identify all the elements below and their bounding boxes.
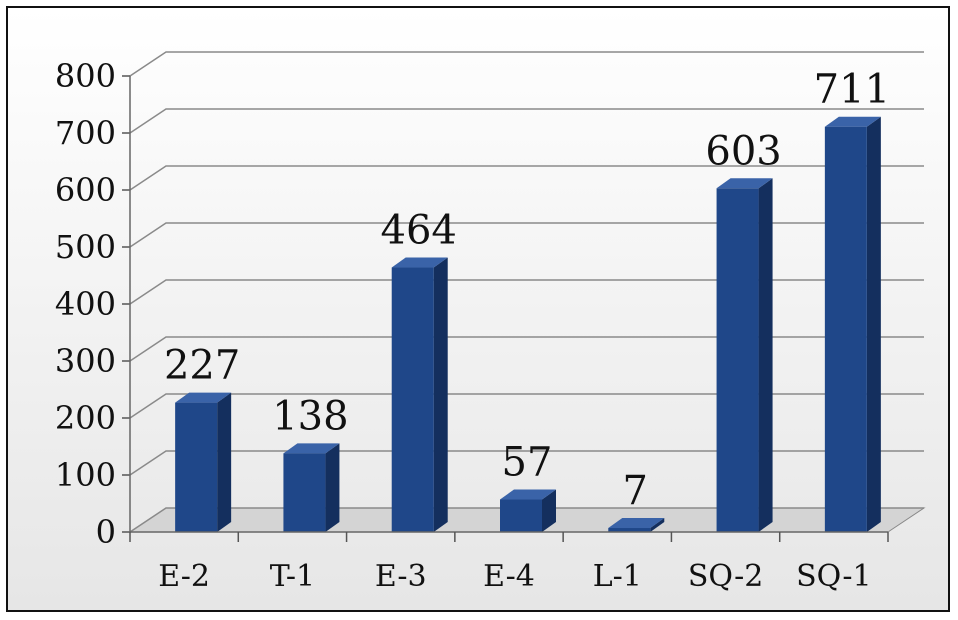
y-tick-label: 600	[55, 171, 116, 209]
bar	[824, 126, 867, 532]
y-tick-label: 0	[96, 513, 116, 551]
x-tick-label: T-1	[270, 559, 315, 594]
y-tick-label: 100	[55, 456, 116, 494]
bar	[716, 188, 759, 533]
gridline	[129, 222, 924, 248]
data-label: 7	[623, 468, 648, 514]
x-tick-label: L-1	[593, 559, 642, 594]
chart-frame: 0 100 200 300 400 500 600 700 800 E-2 T-1 E-3 E-4 L-…	[6, 6, 950, 612]
y-tick-label: 300	[55, 342, 116, 380]
y-tick-label: 500	[55, 228, 116, 266]
bar-side	[325, 443, 340, 532]
x-tick-label: SQ-1	[796, 559, 871, 594]
x-axis-labels: E-2 T-1 E-3 E-4 L-1 SQ-2 SQ-1	[129, 531, 889, 594]
data-label: 57	[502, 440, 553, 486]
y-axis-ticks: 0 100 200 300 400 500 600 700 800	[55, 57, 131, 551]
gridline	[129, 108, 924, 134]
gridline	[129, 165, 924, 191]
bar-top	[391, 257, 448, 268]
data-label: 711	[814, 67, 890, 113]
gridline	[129, 336, 924, 362]
x-tick-label: SQ-2	[688, 559, 763, 594]
y-tick-label: 400	[55, 285, 116, 323]
bar-top	[824, 116, 881, 127]
gridline	[129, 51, 924, 77]
gridline	[129, 393, 924, 419]
bar-side	[433, 257, 448, 532]
bar	[283, 453, 326, 532]
x-tick-label: E-4	[483, 559, 535, 594]
gridline	[129, 507, 924, 533]
data-label: 227	[164, 343, 240, 389]
bar	[391, 267, 434, 532]
y-tick-label: 700	[55, 114, 116, 152]
bars	[175, 116, 881, 533]
bar-top	[716, 178, 773, 189]
bar-side	[650, 518, 665, 532]
bar-side	[217, 392, 232, 532]
data-label: 138	[272, 393, 348, 439]
x-tick-label: E-2	[158, 559, 210, 594]
bar-side	[758, 178, 773, 533]
bar-top	[608, 518, 665, 529]
bar-top	[175, 392, 232, 403]
data-label: 464	[381, 208, 457, 254]
bar-side	[866, 116, 881, 532]
bar	[175, 402, 218, 532]
data-labels: 227 138 464 57 7 603 711	[164, 67, 890, 514]
x-tick-label: E-3	[375, 559, 427, 594]
gridline	[129, 450, 924, 476]
bar	[608, 528, 651, 532]
bar	[500, 499, 542, 532]
y-tick-label: 200	[55, 399, 116, 437]
gridlines	[129, 51, 924, 533]
bar-side	[542, 489, 556, 532]
data-label: 603	[705, 128, 781, 174]
bar-top	[283, 443, 340, 454]
bar-top	[500, 489, 556, 500]
gridline	[129, 279, 924, 305]
y-tick-label: 800	[55, 57, 116, 95]
bar-chart: 0 100 200 300 400 500 600 700 800 E-2 T-1 E-3 E-4 L-…	[55, 51, 926, 594]
